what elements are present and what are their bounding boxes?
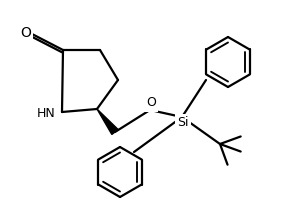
Polygon shape	[97, 109, 118, 135]
Text: O: O	[21, 26, 31, 40]
Text: O: O	[146, 97, 156, 109]
Text: HN: HN	[37, 107, 55, 121]
Text: Si: Si	[177, 117, 189, 129]
